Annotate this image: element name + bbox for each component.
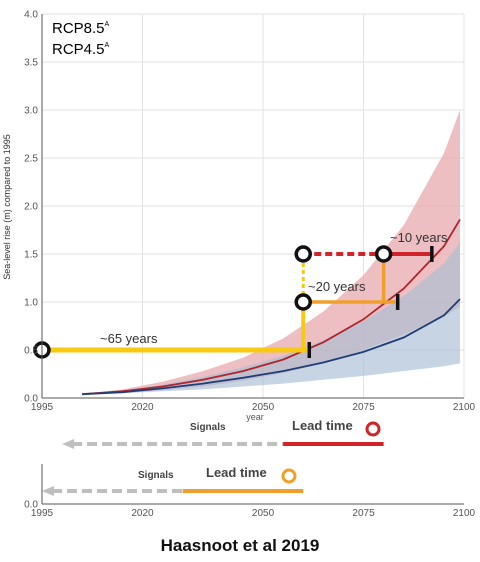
bottom-x-tick-label: 2100 bbox=[453, 508, 476, 519]
tipping-point-circle bbox=[294, 245, 312, 263]
lead-time-label-red: Lead time bbox=[292, 418, 353, 433]
x-tick-label: 2075 bbox=[352, 402, 375, 413]
legend-label: RCP8.5 bbox=[52, 20, 105, 37]
signals-arrowhead bbox=[42, 486, 54, 496]
signals-label-red: Signals bbox=[190, 422, 226, 433]
x-tick-label: 2050 bbox=[252, 402, 275, 413]
annotation-20-years: ~20 years bbox=[308, 279, 366, 294]
uncertainty-bands bbox=[82, 110, 460, 395]
lead-time-circle-icon bbox=[281, 468, 297, 484]
x-tick-label: 2100 bbox=[453, 402, 476, 413]
legend: RCP8.5A RCP4.5A bbox=[52, 20, 110, 58]
band-rcp45 bbox=[82, 242, 460, 395]
line-rcp85 bbox=[82, 218, 461, 396]
axes: 0.0 0.5 1.0 1.5 2.0 2.5 3.0 3.5 4.0 1995 2020 2050 2… bbox=[24, 10, 475, 414]
y-tick-label: 2.5 bbox=[24, 154, 38, 165]
y-tick-label: 0.0 bbox=[24, 394, 38, 405]
x-tick-label: 1995 bbox=[31, 402, 54, 413]
legend-label: RCP4.5 bbox=[52, 41, 105, 58]
tipping-point-circle bbox=[294, 293, 312, 311]
x-tick-label: 2020 bbox=[131, 402, 154, 413]
series-lines bbox=[82, 218, 461, 396]
bottom-x-tick-label: 2020 bbox=[131, 508, 154, 519]
lead-time-circle-icon bbox=[365, 421, 381, 437]
signals-label-orange: Signals bbox=[138, 470, 174, 481]
legend-item-rcp85: RCP8.5A bbox=[52, 20, 110, 37]
signals-arrowhead bbox=[62, 439, 75, 449]
x-axis-label: year bbox=[246, 412, 264, 422]
lead-time-label-orange: Lead time bbox=[206, 465, 267, 480]
bottom-y-tick-label: 0.0 bbox=[24, 500, 38, 511]
legend-item-rcp45: RCP4.5A bbox=[52, 41, 110, 58]
y-axis-label: Sea-level rise (m) compared to 1995 bbox=[2, 134, 12, 280]
legend-superscript: A bbox=[105, 21, 110, 28]
y-tick-label: 1.0 bbox=[24, 298, 38, 309]
y-tick-label: 3.0 bbox=[24, 106, 38, 117]
line-rcp45 bbox=[82, 298, 461, 396]
y-tick-label: 0.5 bbox=[24, 346, 38, 357]
annotation-65-years: ~65 years bbox=[100, 331, 158, 346]
y-tick-label: 2.0 bbox=[24, 202, 38, 213]
source-citation: Haasnoot et al 2019 bbox=[161, 536, 320, 555]
legend-superscript: A bbox=[105, 42, 110, 49]
y-tick-label: 3.5 bbox=[24, 58, 38, 69]
bottom-x-tick-label: 2075 bbox=[352, 508, 375, 519]
y-tick-label: 4.0 bbox=[24, 10, 38, 21]
bottom-x-tick-label: 1995 bbox=[31, 508, 54, 519]
tipping-point-circle bbox=[374, 245, 393, 263]
lead-time-panels bbox=[42, 421, 384, 496]
bottom-x-tick-label: 2050 bbox=[252, 508, 275, 519]
annotation-10-years: ~10 years bbox=[390, 230, 448, 245]
y-tick-label: 1.5 bbox=[24, 250, 38, 261]
